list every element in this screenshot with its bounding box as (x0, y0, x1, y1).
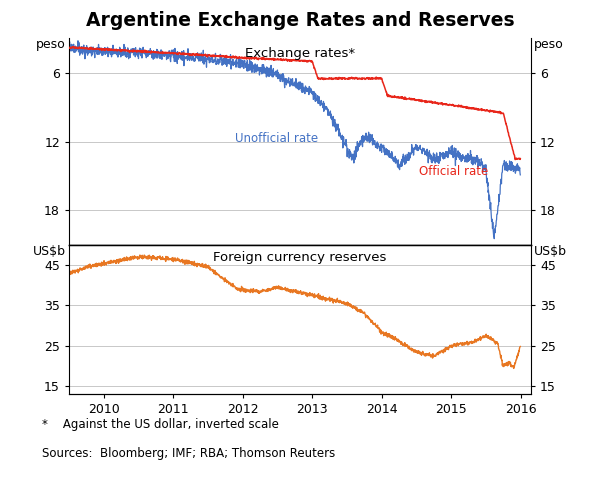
Text: Sources:  Bloomberg; IMF; RBA; Thomson Reuters: Sources: Bloomberg; IMF; RBA; Thomson Re… (42, 447, 335, 460)
Text: US$b: US$b (33, 245, 66, 258)
Text: peso: peso (36, 38, 66, 51)
Text: Foreign currency reserves: Foreign currency reserves (214, 251, 386, 264)
Text: peso: peso (534, 38, 564, 51)
Text: Exchange rates*: Exchange rates* (245, 46, 355, 59)
Text: Unofficial rate: Unofficial rate (235, 131, 319, 144)
Text: US$b: US$b (534, 245, 567, 258)
Text: *    Against the US dollar, inverted scale: * Against the US dollar, inverted scale (42, 418, 279, 431)
Text: Official rate: Official rate (419, 164, 488, 177)
Text: Argentine Exchange Rates and Reserves: Argentine Exchange Rates and Reserves (86, 11, 514, 30)
